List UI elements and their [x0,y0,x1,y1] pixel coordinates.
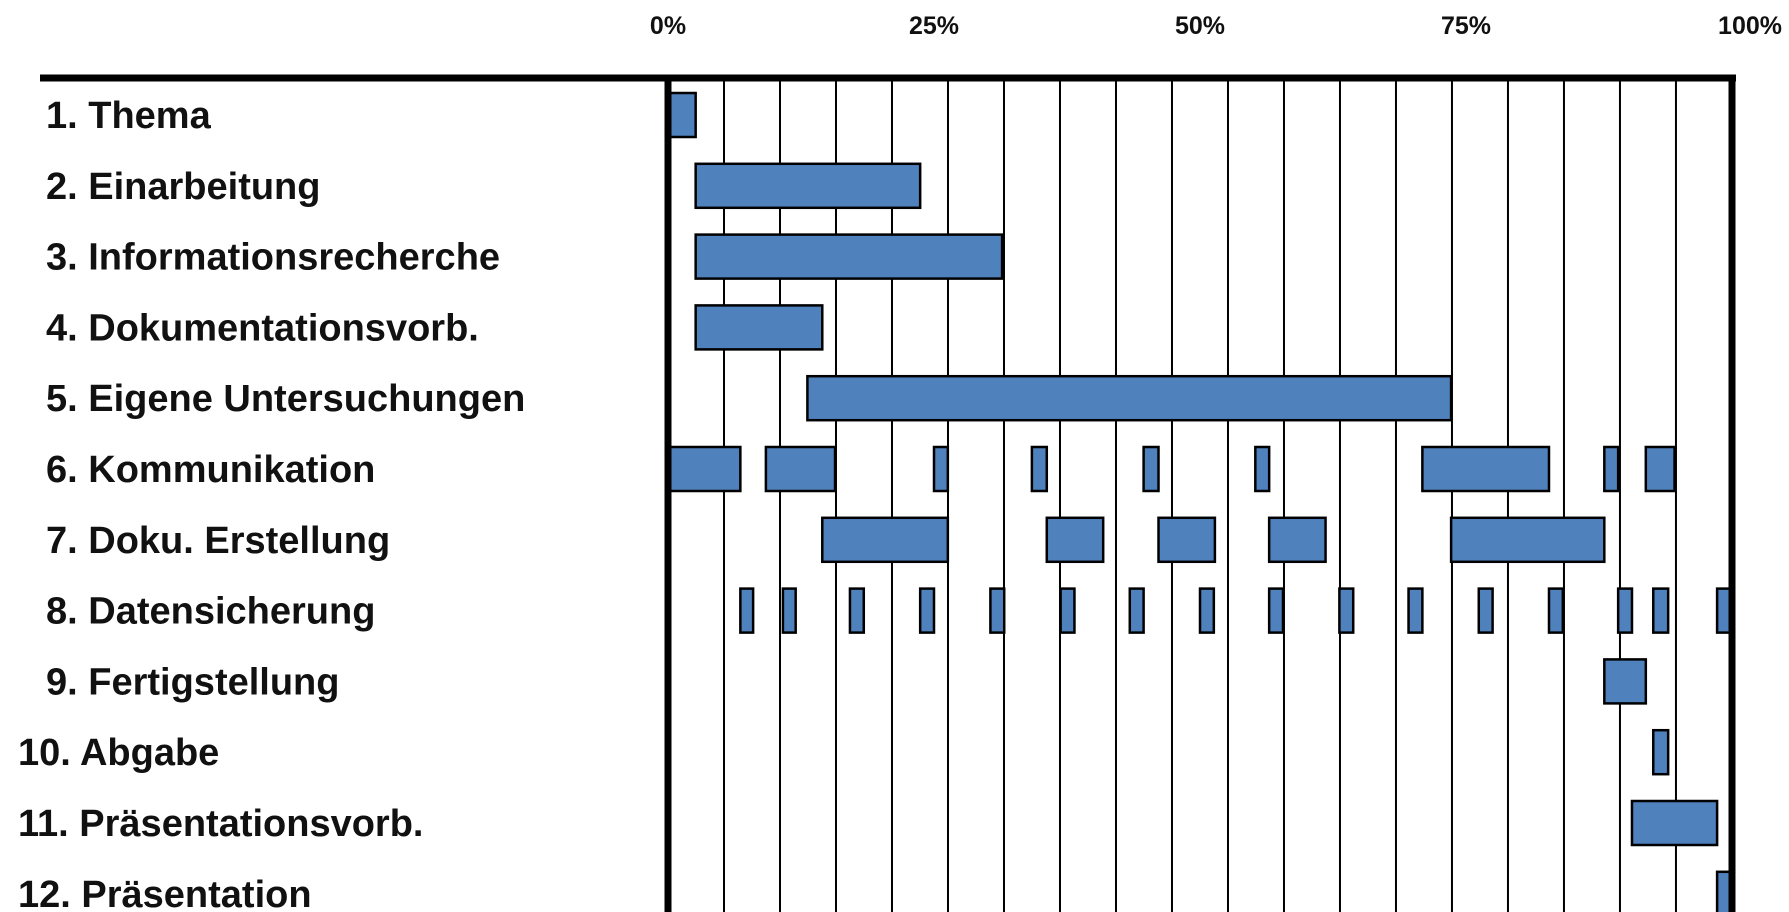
bar-task-1-segment-1 [668,91,697,139]
bar-task-8-segment-12 [1477,587,1494,634]
bar-task-8-segment-7 [1128,587,1145,634]
bar-task-7-segment-1 [821,516,950,564]
bar-task-5-segment-1 [806,374,1453,422]
bar-task-6-segment-3 [932,445,950,493]
bar-task-8-segment-11 [1407,587,1424,634]
bar-task-10-segment-1 [1652,728,1670,776]
bar-task-8-segment-9 [1267,587,1285,634]
bar-task-8-segment-3 [848,587,866,634]
bar-task-8-segment-8 [1198,587,1216,634]
bar-task-11-segment-1 [1630,799,1719,847]
x-tick-label-25: 25% [909,12,959,40]
task-label-12: 12. Präsentation [18,874,312,912]
bar-task-7-segment-3 [1157,516,1217,564]
bar-task-6-segment-9 [1644,445,1676,493]
bar-task-6-segment-1 [668,445,742,493]
bar-task-8-segment-14 [1616,587,1634,634]
task-label-5: 5. Eigene Untersuchungen [46,378,525,420]
x-tick-label-50: 50% [1175,12,1225,40]
task-label-3: 3. Informationsrecherche [46,237,500,279]
bar-task-8-segment-13 [1547,587,1565,634]
bar-task-7-segment-5 [1449,516,1606,564]
bar-task-6-segment-8 [1603,445,1620,493]
task-label-10: 10. Abgabe [18,732,219,774]
bar-task-8-segment-1 [739,587,755,634]
task-label-7: 7. Doku. Erstellung [46,520,390,562]
bar-task-9-segment-1 [1603,658,1648,705]
x-tick-label-100: 100% [1718,12,1782,40]
bar-task-6-segment-5 [1142,445,1160,493]
bar-task-8-segment-10 [1338,587,1355,634]
bar-task-8-segment-15 [1652,587,1670,634]
bar-task-8-segment-4 [918,587,936,634]
bar-task-3-segment-1 [694,233,1004,280]
task-label-8: 8. Datensicherung [46,591,375,633]
bar-task-4-segment-1 [694,304,824,351]
bar-task-8-segment-2 [781,587,797,634]
bar-task-2-segment-1 [694,162,922,210]
gridlines [722,78,1677,912]
bar-task-12-segment-1 [1715,870,1732,912]
x-tick-label-0: 0% [650,12,686,40]
x-tick-labels: 0% 25% 50% 75% 100% [650,12,1782,40]
task-labels: 1. Thema 2. Einarbeitung 3. Informationsre… [18,95,525,912]
task-bars [668,91,1732,912]
bar-task-8-segment-6 [1059,587,1076,634]
bar-task-8-segment-5 [989,587,1006,634]
bar-task-6-segment-7 [1421,445,1551,493]
task-label-6: 6. Kommunikation [46,449,375,491]
task-label-2: 2. Einarbeitung [46,166,320,208]
task-label-11: 11. Präsentationsvorb. [18,803,424,845]
x-tick-label-75: 75% [1441,12,1491,40]
bar-task-7-segment-2 [1045,516,1105,564]
bar-task-8-segment-16 [1715,587,1732,634]
axes [40,74,1736,912]
bar-task-6-segment-4 [1030,445,1049,493]
bar-task-6-segment-2 [764,445,837,493]
task-label-4: 4. Dokumentationsvorb. [46,307,479,349]
task-label-1: 1. Thema [46,95,212,137]
bar-task-6-segment-6 [1254,445,1271,493]
task-label-9: 9. Fertigstellung [46,661,339,703]
bar-task-7-segment-4 [1267,516,1327,564]
